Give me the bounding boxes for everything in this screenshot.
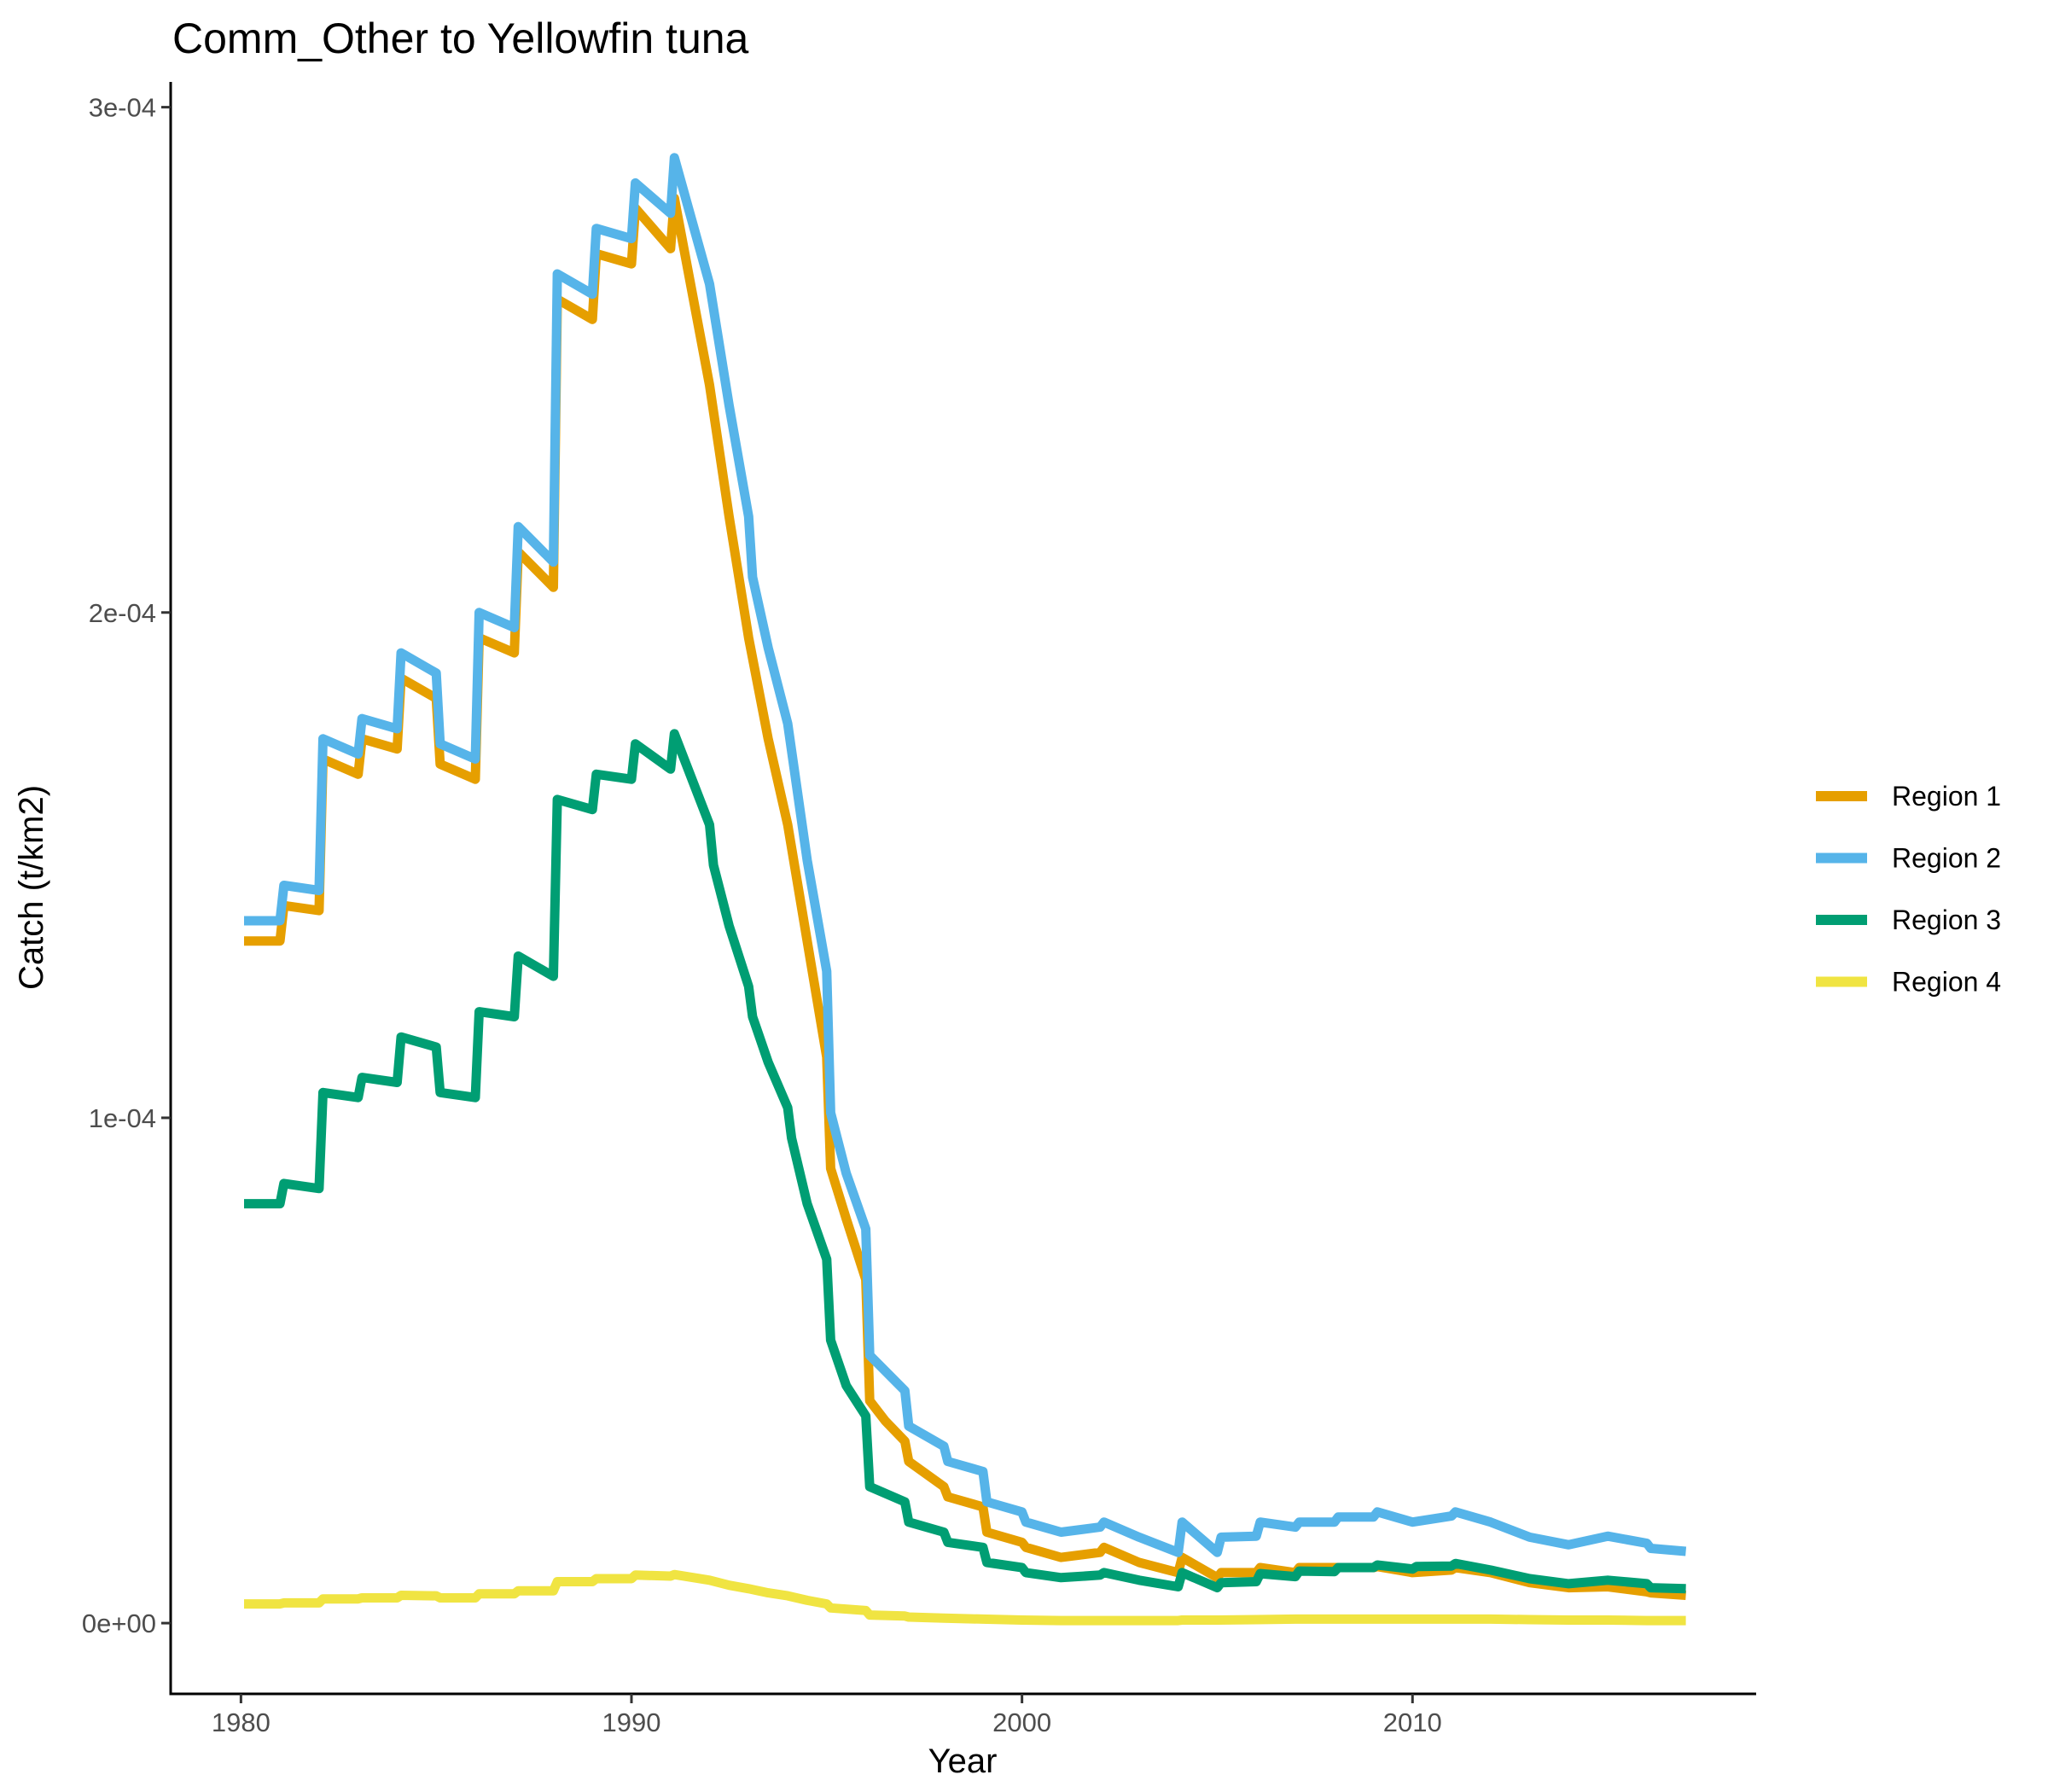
plot-series	[244, 153, 1687, 1626]
series-line-region-4	[244, 1569, 1686, 1626]
chart-title: Comm_Other to Yellowfin tuna	[172, 15, 749, 62]
legend-label-region-1: Region 1	[1892, 781, 2001, 812]
legend-label-region-2: Region 2	[1892, 843, 2001, 874]
x-tick-label-2010: 2010	[1383, 1708, 1442, 1737]
y-axis-title: Catch (t/km2)	[13, 785, 50, 990]
x-axis-title: Year	[928, 1743, 998, 1780]
series-line-region-1	[244, 193, 1686, 1600]
y-tick-label-1e-04: 1e-04	[89, 1103, 156, 1133]
y-tick-label-2e-04: 2e-04	[89, 598, 156, 628]
legend-label-region-3: Region 3	[1892, 905, 2001, 935]
x-axis-ticks: 1980 1990 2000 2010	[212, 1694, 1442, 1737]
y-axis-ticks: 0e+00 1e-04 2e-04 3e-04	[82, 93, 171, 1638]
series-line-region-2	[244, 153, 1687, 1557]
x-tick-label-1990: 1990	[602, 1708, 661, 1737]
y-tick-label-3e-04: 3e-04	[89, 93, 156, 123]
x-tick-label-1980: 1980	[212, 1708, 271, 1737]
legend: Region 1 Region 2 Region 3 Region 4	[1816, 781, 2001, 998]
x-tick-label-2000: 2000	[992, 1708, 1051, 1737]
y-tick-label-0e-00: 0e+00	[82, 1609, 156, 1638]
series-line-region-3	[244, 729, 1686, 1594]
legend-label-region-4: Region 4	[1892, 967, 2001, 998]
